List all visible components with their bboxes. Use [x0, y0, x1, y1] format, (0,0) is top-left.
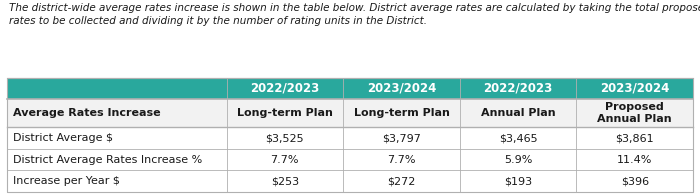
Bar: [460, 149, 576, 171]
Bar: [7, 99, 227, 127]
Text: District Average $: District Average $: [13, 133, 113, 143]
Text: Average Rates Increase: Average Rates Increase: [13, 108, 160, 118]
Text: Annual Plan: Annual Plan: [481, 108, 555, 118]
Bar: [227, 99, 343, 127]
Text: 2023/2024: 2023/2024: [367, 82, 436, 95]
Text: $193: $193: [504, 176, 532, 186]
Bar: [343, 149, 460, 171]
Bar: [343, 78, 460, 99]
Text: 5.9%: 5.9%: [504, 155, 532, 165]
Text: Long-term Plan: Long-term Plan: [354, 108, 449, 118]
Text: 7.7%: 7.7%: [387, 155, 416, 165]
Bar: [343, 171, 460, 192]
Text: $253: $253: [271, 176, 299, 186]
Bar: [227, 149, 343, 171]
Text: $3,861: $3,861: [615, 133, 654, 143]
Bar: [460, 171, 576, 192]
Text: $3,525: $3,525: [265, 133, 304, 143]
Bar: [227, 171, 343, 192]
Bar: [227, 127, 343, 149]
Bar: [460, 78, 576, 99]
Text: Increase per Year $: Increase per Year $: [13, 176, 120, 186]
Bar: [576, 171, 693, 192]
Text: $396: $396: [621, 176, 649, 186]
Text: 11.4%: 11.4%: [617, 155, 652, 165]
Bar: [7, 171, 227, 192]
Text: 7.7%: 7.7%: [271, 155, 299, 165]
Bar: [7, 78, 227, 99]
Bar: [576, 99, 693, 127]
Text: Long-term Plan: Long-term Plan: [237, 108, 332, 118]
Bar: [343, 127, 460, 149]
Text: District Average Rates Increase %: District Average Rates Increase %: [13, 155, 202, 165]
Text: $3,465: $3,465: [499, 133, 538, 143]
Text: Proposed
Annual Plan: Proposed Annual Plan: [597, 102, 672, 124]
Bar: [460, 99, 576, 127]
Text: 2022/2023: 2022/2023: [484, 82, 553, 95]
Bar: [227, 78, 343, 99]
Bar: [343, 99, 460, 127]
Bar: [7, 149, 227, 171]
Bar: [576, 149, 693, 171]
Text: The district-wide average rates increase is shown in the table below. District a: The district-wide average rates increase…: [9, 3, 700, 26]
Bar: [7, 127, 227, 149]
Text: 2022/2023: 2022/2023: [250, 82, 319, 95]
Bar: [7, 78, 693, 192]
Bar: [460, 127, 576, 149]
Text: 2023/2024: 2023/2024: [600, 82, 669, 95]
Text: $3,797: $3,797: [382, 133, 421, 143]
Bar: [576, 78, 693, 99]
Bar: [576, 127, 693, 149]
Text: $272: $272: [387, 176, 416, 186]
